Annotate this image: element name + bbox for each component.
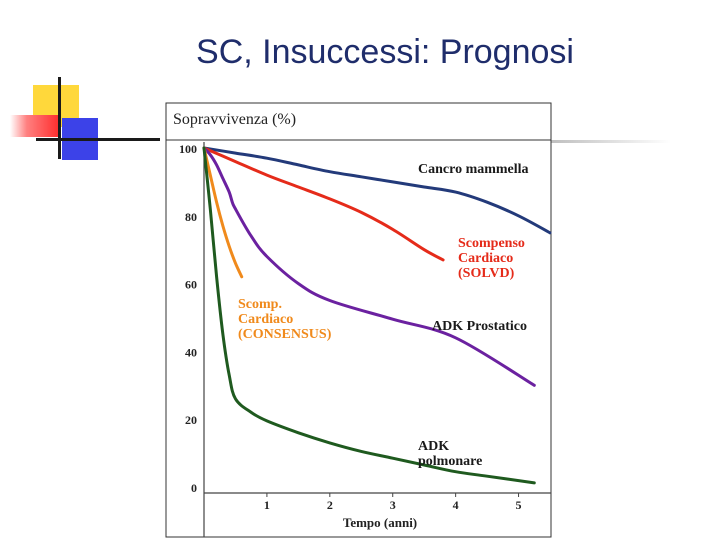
x-tick-label: 4: [453, 498, 459, 512]
x-tick-label: 2: [327, 498, 333, 512]
x-axis-label: Tempo (anni): [343, 515, 417, 530]
y-tick-label: 40: [185, 345, 197, 359]
decor-red-bar: [10, 115, 58, 137]
series-label-adk-polmonare: polmonare: [418, 454, 482, 469]
series-label-cancro-mammella: Cancro mammella: [418, 162, 529, 177]
series-line-adk-prostatico: [202, 146, 536, 387]
y-axis-label: Sopravvivenza (%): [173, 111, 296, 128]
series-label-scomp-cardiaco-consensus: (CONSENSUS): [238, 327, 332, 342]
y-tick-label: 100: [179, 142, 197, 156]
series-label-scompenso-cardiaco-solvd: (SOLVD): [458, 266, 515, 281]
y-tick-label: 60: [185, 278, 197, 292]
y-tick-label: 0: [191, 481, 197, 495]
series-label-scomp-cardiaco-consensus: Scomp.: [238, 297, 282, 312]
series-label-adk-prostatico: ADK Prostatico: [432, 319, 527, 334]
series-label-scomp-cardiaco-consensus: Cardiaco: [238, 312, 293, 327]
x-tick-label: 1: [264, 498, 270, 512]
decor-fade-line: [551, 140, 671, 143]
series-label-scompenso-cardiaco-solvd: Scompenso: [458, 236, 525, 251]
x-tick-label: 5: [516, 498, 522, 512]
series-line-cancro-mammella: [202, 146, 552, 235]
x-tick-label: 3: [390, 498, 396, 512]
series-line-scompenso-cardiaco-solvd: [202, 146, 445, 262]
series-line-scomp-cardiaco-consensus: [202, 146, 244, 279]
y-tick-label: 80: [185, 210, 197, 224]
decor-vertical-line: [58, 77, 61, 159]
series-label-adk-polmonare: ADK: [418, 439, 449, 454]
series-line-adk-polmonare: [202, 146, 536, 485]
slide-title: SC, Insuccessi: Prognosi: [196, 33, 574, 71]
y-tick-label: 20: [185, 413, 197, 427]
decor-horizontal-line: [36, 138, 160, 141]
series-label-scompenso-cardiaco-solvd: Cardiaco: [458, 251, 513, 266]
